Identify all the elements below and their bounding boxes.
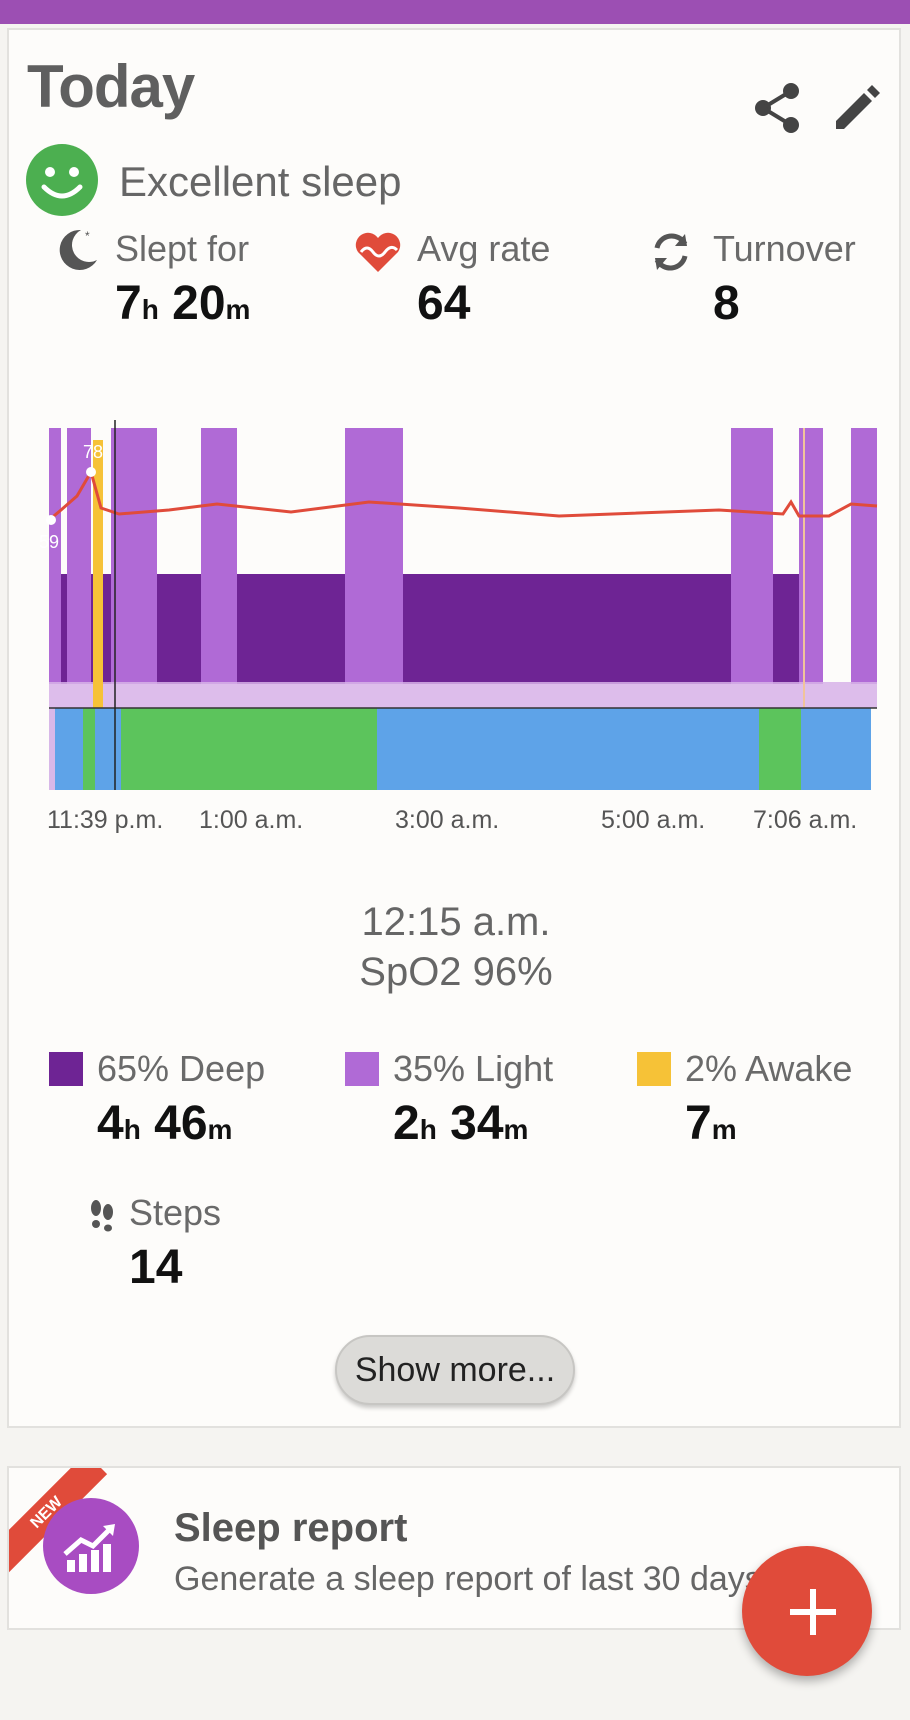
footprints-icon: [91, 1200, 113, 1232]
strip-green: [759, 708, 801, 790]
light-segment: [799, 428, 823, 684]
light-segment: [851, 428, 877, 684]
deep-value: 4h 46m: [97, 1097, 233, 1150]
add-button[interactable]: [742, 1546, 872, 1676]
show-more-button[interactable]: Show more...: [335, 1335, 575, 1405]
moon-icon: *: [59, 229, 97, 270]
heart-start-label: 59: [39, 532, 59, 552]
svg-text:*: *: [85, 229, 90, 243]
awake-swatch: [637, 1052, 671, 1086]
avg-rate-label: Avg rate: [417, 228, 551, 269]
sleep-quality-label: Excellent sleep: [119, 158, 402, 205]
x-tick-label: 5:00 a.m.: [601, 806, 705, 834]
trending-chart-icon: [63, 1524, 115, 1572]
report-icon-circle: [43, 1498, 139, 1594]
awake-segment: [93, 440, 103, 708]
strip-green: [83, 708, 95, 790]
report-subtitle: Generate a sleep report of last 30 days: [174, 1560, 762, 1598]
light-segment: [345, 428, 403, 684]
x-tick-label: 7:06 a.m.: [753, 806, 857, 834]
light-swatch: [345, 1052, 379, 1086]
readout-spo2: SpO2 96%: [359, 950, 553, 994]
deep-label: 65% Deep: [97, 1048, 266, 1089]
awake-segment: [803, 428, 805, 708]
x-tick-label: 1:00 a.m.: [199, 806, 303, 834]
light-label: 35% Light: [393, 1048, 554, 1089]
plus-icon: [790, 1589, 836, 1635]
light-segment: [67, 428, 91, 684]
deep-swatch: [49, 1052, 83, 1086]
slept-for-label: Slept for: [115, 228, 250, 269]
pencil-icon: [836, 85, 880, 129]
band-overlay: [49, 682, 877, 708]
heart-peak-point: [86, 467, 96, 477]
today-card: Today Excellent sleep * Slept for 7h 20m: [7, 28, 901, 1428]
turnover-label: Turnover: [713, 228, 856, 269]
slept-for-value: 7h 20m: [115, 277, 251, 330]
share-button[interactable]: [747, 78, 807, 138]
light-segment: [731, 428, 773, 684]
turnover-value: 8: [713, 277, 740, 330]
steps-label: Steps: [129, 1192, 222, 1233]
sleep-chart[interactable]: 78 59 11:39 p.m. 1:00 a.m. 3:00 a.m. 5:00 a.m…: [39, 420, 879, 900]
steps-value: 14: [129, 1241, 183, 1294]
heart-peak-label: 78: [83, 442, 103, 462]
light-segment: [49, 428, 61, 684]
share-icon: [755, 83, 799, 133]
edit-button[interactable]: [827, 78, 887, 138]
page-title: Today: [27, 53, 195, 120]
strip-green: [121, 708, 377, 790]
report-title: Sleep report: [174, 1506, 408, 1550]
smiley-icon: [26, 144, 98, 216]
deep-segment: [55, 574, 807, 684]
x-tick-label: 3:00 a.m.: [395, 806, 499, 834]
avg-rate-value: 64: [417, 277, 471, 330]
light-segment: [201, 428, 237, 684]
status-bar: [0, 0, 910, 24]
heart-start-point: [46, 515, 56, 525]
awake-label: 2% Awake: [685, 1048, 853, 1089]
x-tick-label: 11:39 p.m.: [47, 806, 163, 834]
refresh-icon: [654, 233, 688, 271]
awake-value: 7m: [685, 1097, 737, 1150]
readout-time: 12:15 a.m.: [361, 900, 551, 944]
heart-rate-icon: [355, 232, 401, 272]
light-value: 2h 34m: [393, 1097, 529, 1150]
light-segment: [111, 428, 157, 684]
